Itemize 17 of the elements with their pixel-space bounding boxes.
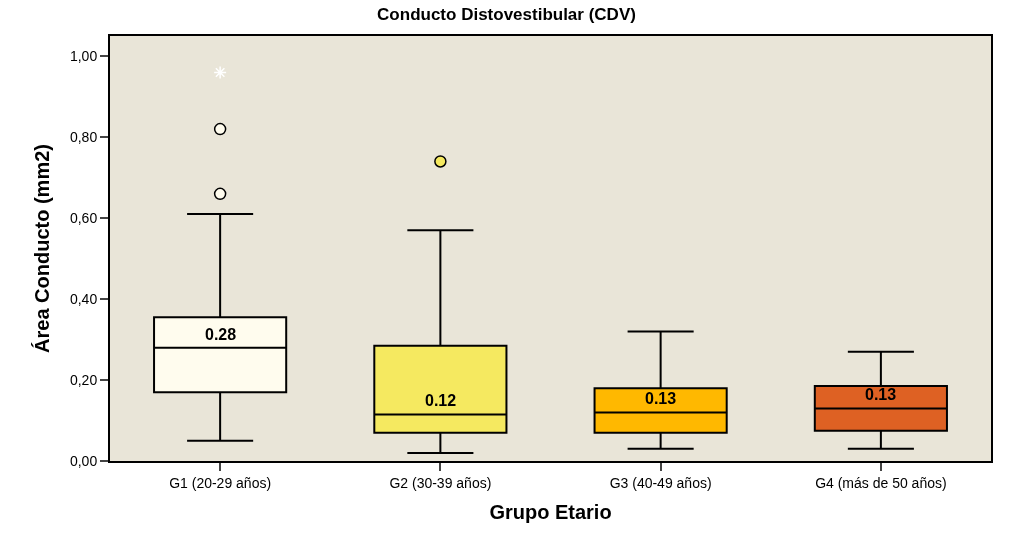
y-tick-label: 0,40 [69, 291, 98, 307]
chart-title: Conducto Distovestibular (CDV) [377, 5, 636, 25]
annotation: 0.13 [645, 390, 677, 407]
y-axis-title: Área Conducto (mm2) [30, 144, 53, 353]
annotation: 0.13 [865, 386, 897, 403]
y-tick-label: 0,60 [69, 210, 98, 227]
y-tick-label: 0,80 [69, 129, 98, 146]
y-tick-label: 1,00 [69, 48, 98, 65]
x-tick-label: G2 (30-39 años) [389, 474, 492, 491]
x-tick-label: G1 (20-29 años) [169, 474, 272, 491]
y-tick-label: 0,20 [69, 371, 98, 388]
y-tick-label: 0,00 [69, 452, 98, 469]
x-tick-label: G4 (más de 50 años) [815, 474, 947, 491]
x-axis-title: Grupo Etario [489, 500, 612, 523]
annotation: 0.28 [205, 326, 237, 343]
x-tick-label: G3 (40-49 años) [609, 474, 712, 491]
annotation: 0.12 [425, 392, 457, 409]
